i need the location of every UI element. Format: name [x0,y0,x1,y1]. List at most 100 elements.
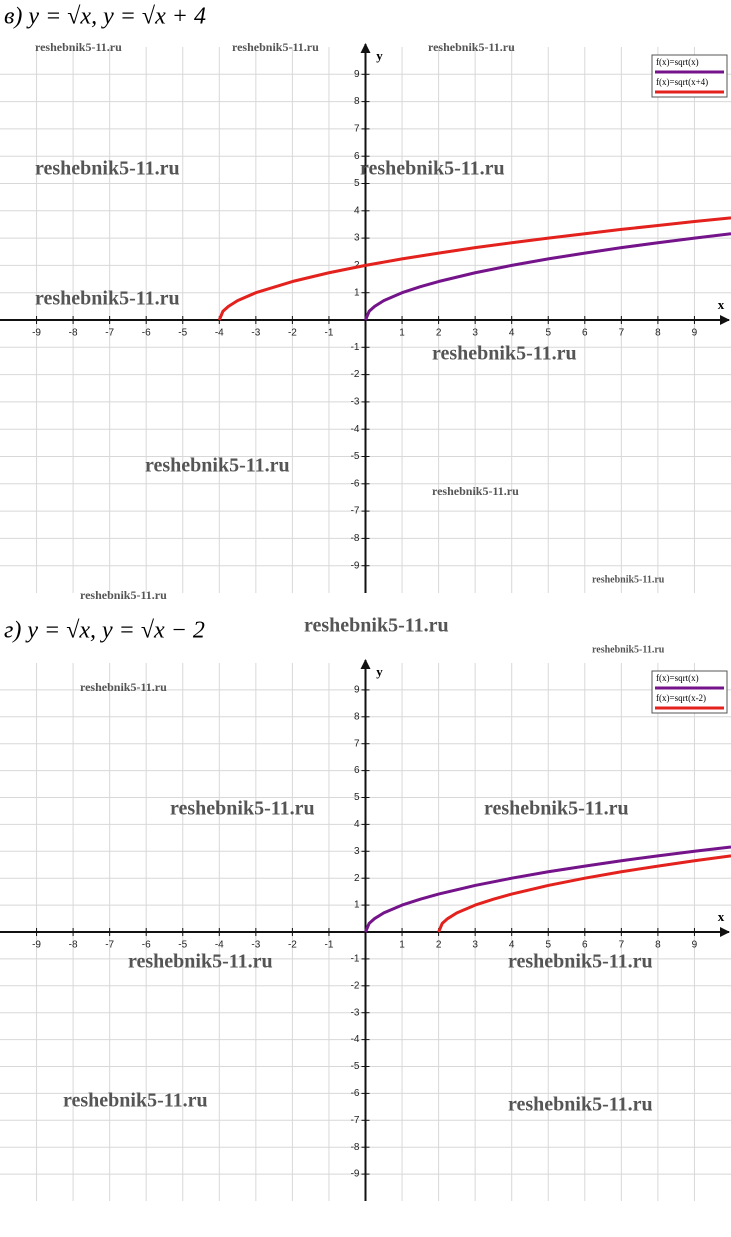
y-tick-label: 9 [354,685,360,696]
y-tick-label: -1 [351,954,360,965]
x-tick-label: 1 [399,940,405,951]
watermark: reshebnik5-11.ru [428,40,515,54]
x-tick-label: 4 [509,940,515,951]
y-tick-label: 2 [354,260,360,271]
x-tick-label: -7 [105,940,114,951]
x-tick-label: 8 [655,940,661,951]
x-tick-label: 3 [472,328,478,339]
watermark: reshebnik5-11.ru [432,484,519,498]
watermark: reshebnik5-11.ru [35,158,180,180]
watermark: reshebnik5-11.ru [508,951,653,973]
x-tick-label: -4 [215,328,224,339]
watermark: reshebnik5-11.ru [63,1090,208,1112]
y-tick-label: -4 [351,1034,360,1045]
y-tick-label: -3 [351,397,360,408]
legend-label: f(x)=sqrt(x+4) [656,77,708,87]
watermark: reshebnik5-11.ru [35,288,180,310]
y-tick-label: 8 [354,711,360,722]
legend-label: f(x)=sqrt(x) [656,57,699,67]
x-tick-label: -6 [142,940,151,951]
x-arrow [720,927,730,937]
y-tick-label: 2 [354,873,360,884]
chart-title: в) y = √x, y = √x + 4 [4,4,206,30]
y-tick-label: -5 [351,1061,360,1072]
x-tick-label: -1 [324,328,333,339]
y-tick-label: 4 [354,205,360,216]
watermark: reshebnik5-11.ru [170,798,315,820]
watermark: reshebnik5-11.ru [508,1094,653,1116]
series-line [217,216,731,321]
chart-title: г) y = √x, y = √x − 2 [4,618,205,644]
y-axis-label: y [376,664,383,679]
watermark: reshebnik5-11.ru [432,343,577,365]
y-tick-label: 5 [354,792,360,803]
watermark: reshebnik5-11.ru [360,158,505,180]
watermark: reshebnik5-11.ru [592,574,665,585]
y-tick-label: -2 [351,980,360,991]
x-tick-label: 5 [545,328,551,339]
x-tick-label: -6 [142,328,151,339]
y-tick-label: -1 [351,342,360,353]
series-line [364,845,731,933]
x-tick-label: -1 [324,940,333,951]
y-tick-label: 7 [354,124,360,135]
y-tick-label: 6 [354,765,360,776]
y-tick-label: -2 [351,369,360,380]
y-tick-label: 7 [354,738,360,749]
watermark: reshebnik5-11.ru [484,798,629,820]
x-axis-label: x [718,297,725,312]
x-tick-label: 8 [655,328,661,339]
y-tick-label: -6 [351,1088,360,1099]
watermark: reshebnik5-11.ru [145,455,290,477]
x-tick-label: -8 [69,940,78,951]
y-tick-label: -8 [351,1142,360,1153]
legend-label: f(x)=sqrt(x-2) [656,693,706,703]
y-tick-label: -4 [351,424,360,435]
y-tick-label: -9 [351,1169,360,1180]
y-tick-label: -7 [351,506,360,517]
x-arrow [720,315,730,325]
legend-box [651,54,728,98]
watermark: reshebnik5-11.ru [304,615,449,637]
x-tick-label: -3 [251,328,260,339]
y-tick-label: 4 [354,819,360,830]
y-tick-label: 3 [354,846,360,857]
legend-label: f(x)=sqrt(x) [656,673,699,683]
x-tick-label: -4 [215,940,224,951]
y-tick-label: 6 [354,151,360,162]
watermark: reshebnik5-11.ru [80,680,167,694]
x-tick-label: 5 [545,940,551,951]
x-tick-label: 6 [582,328,588,339]
x-tick-label: -7 [105,328,114,339]
x-tick-label: 6 [582,940,588,951]
watermark: reshebnik5-11.ru [592,644,665,655]
x-axis-label: x [718,909,725,924]
y-axis-label: y [376,48,383,63]
x-tick-label: 3 [472,940,478,951]
legend-box [651,670,728,714]
y-tick-label: -3 [351,1007,360,1018]
watermark: reshebnik5-11.ru [80,588,167,602]
watermark: reshebnik5-11.ru [128,951,273,973]
x-tick-label: 2 [436,940,442,951]
x-tick-label: 9 [692,328,698,339]
y-tick-label: -9 [351,560,360,571]
x-tick-label: 7 [619,328,625,339]
x-tick-label: -5 [178,940,187,951]
y-arrow [360,659,371,669]
y-tick-label: 8 [354,96,360,107]
x-tick-label: -2 [288,328,297,339]
y-tick-label: 3 [354,233,360,244]
x-tick-label: -2 [288,940,297,951]
y-tick-label: -5 [351,451,360,462]
y-tick-label: -7 [351,1115,360,1126]
y-tick-label: 9 [354,69,360,80]
y-arrow [360,43,371,53]
x-tick-label: 7 [619,940,625,951]
y-tick-label: -6 [351,478,360,489]
x-tick-label: 1 [399,328,405,339]
y-tick-label: -8 [351,533,360,544]
series-line [364,232,731,321]
